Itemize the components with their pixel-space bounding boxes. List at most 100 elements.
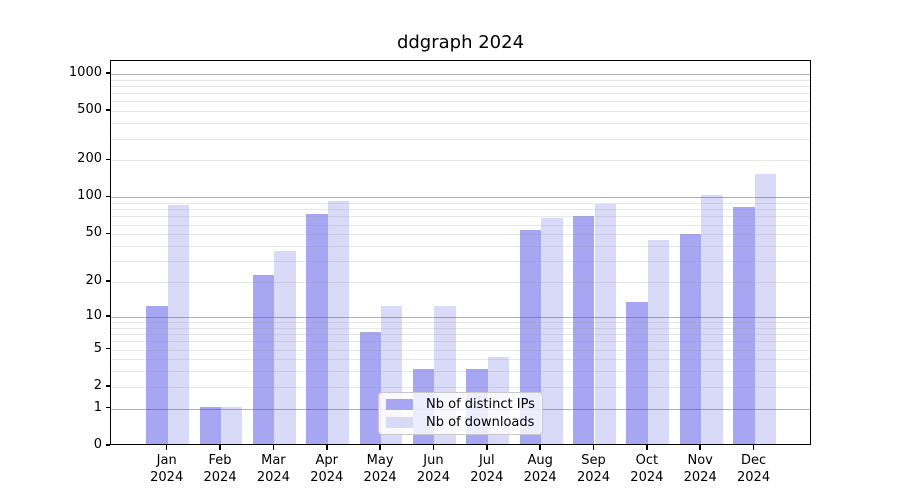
y-tick-mark [105,109,110,111]
x-tick-mark [432,445,435,450]
bar-dec-distinct-ips [733,207,755,444]
bar-mar-distinct-ips [253,275,275,444]
x-tick-label-may: May 2024 [348,452,412,486]
x-tick-mark [539,445,541,450]
minor-gridline [111,341,810,343]
month-name: Oct [635,453,659,468]
bar-nov-distinct-ips [679,234,702,444]
month-name: Jul [478,453,495,468]
legend-swatch-icon [386,416,413,428]
y-tick-label: 500 [77,102,102,118]
x-tick-label-jan: Jan 2024 [135,452,199,486]
bar-sep-downloads [594,204,616,444]
legend-swatch-icon [386,399,413,411]
y-tick-label: 1000 [68,64,102,80]
x-tick-label-aug: Aug 2024 [508,452,572,486]
month-year: 2024 [256,470,290,485]
month-name: Aug [527,453,553,468]
month-name: Jun [423,453,444,468]
month-name: Sep [581,453,606,468]
y-tick-label: 50 [85,225,102,241]
y-tick-mark [105,385,110,387]
x-tick-label-jun: Jun 2024 [401,452,465,486]
y-tick-mark [105,232,110,234]
bar-apr-downloads [327,200,350,444]
minor-gridline [111,216,810,218]
month-year: 2024 [683,470,717,485]
x-tick-label-dec: Dec 2024 [722,452,786,486]
y-tick-label: 0 [93,437,102,452]
month-year: 2024 [416,470,450,485]
minor-gridline [111,386,810,388]
month-name: May [366,453,394,468]
month-year: 2024 [630,470,664,485]
bar-may-distinct-ips [359,332,382,444]
bar-mar-downloads [274,251,296,444]
y-tick-mark [105,280,110,282]
month-year: 2024 [523,470,557,485]
bar-feb-downloads [221,406,243,444]
bar-oct-distinct-ips [626,301,648,444]
month-name: Nov [687,453,713,468]
x-tick-mark [592,445,595,450]
minor-gridline [111,321,810,323]
minor-gridline [111,224,810,226]
x-tick-mark [646,445,648,450]
y-tick-mark [105,444,110,446]
y-tick-mark [105,406,110,409]
month-year: 2024 [310,470,344,485]
x-tick-label-oct: Oct 2024 [615,452,679,486]
month-year: 2024 [737,470,771,485]
bar-jan-downloads [167,205,190,444]
y-tick-label: 5 [93,340,102,356]
bar-oct-downloads [647,240,670,444]
legend-row: Nb of distinct IPs [379,397,542,413]
month-year: 2024 [470,470,504,485]
x-tick-mark [486,445,488,450]
major-gridline [111,316,810,318]
x-tick-mark [326,445,328,450]
minor-gridline [111,101,810,103]
minor-gridline [111,334,810,336]
month-year: 2024 [150,470,184,485]
plot-area [110,60,811,445]
legend-label: Nb of downloads [426,414,535,430]
y-tick-label: 1 [93,399,102,415]
minor-gridline [111,85,810,87]
major-gridline [111,73,810,75]
x-tick-label-mar: Mar 2024 [241,452,305,486]
month-name: Feb [208,453,232,468]
bar-jan-distinct-ips [146,305,168,444]
y-tick-mark [105,72,110,74]
x-tick-mark [165,445,168,450]
y-tick-mark [105,195,110,198]
minor-gridline [111,359,810,361]
x-tick-label-jul: Jul 2024 [455,452,519,486]
minor-gridline [111,327,810,329]
month-name: Dec [740,453,767,468]
x-tick-label-nov: Nov 2024 [668,452,732,486]
x-tick-mark [219,445,221,450]
minor-gridline [111,282,810,284]
x-tick-label-apr: Apr 2024 [295,452,359,486]
x-tick-mark [752,445,755,450]
minor-gridline [111,234,810,236]
minor-gridline [111,79,810,81]
bar-feb-distinct-ips [199,406,222,444]
y-tick-mark [105,347,110,350]
minor-gridline [111,203,810,205]
bar-dec-downloads [754,173,776,444]
major-gridline [111,197,810,199]
y-tick-mark [105,315,110,317]
minor-gridline [111,209,810,211]
minor-gridline [111,261,810,263]
x-tick-mark [699,445,701,450]
legend-row: Nb of downloads [379,414,542,430]
bar-apr-distinct-ips [306,214,328,444]
month-year: 2024 [203,470,237,485]
y-tick-label: 100 [77,188,102,204]
minor-gridline [111,138,810,140]
x-tick-mark [379,445,381,450]
y-tick-label: 2 [93,377,102,393]
